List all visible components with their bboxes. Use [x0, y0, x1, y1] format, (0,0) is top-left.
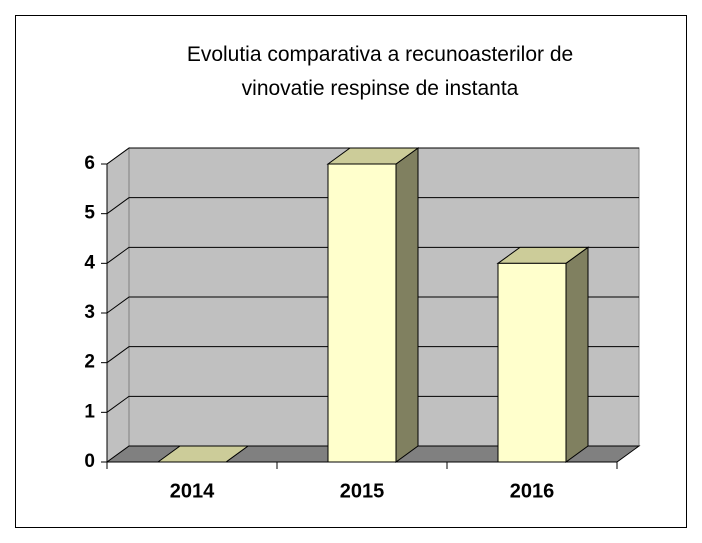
y-tick-label: 2 [84, 352, 95, 373]
y-tick-label: 6 [84, 153, 95, 174]
grid-line [106, 246, 639, 264]
grid-line [106, 296, 639, 314]
y-tick-label: 5 [84, 203, 95, 224]
bar [326, 147, 420, 463]
bar-front [327, 163, 397, 463]
y-tick-label: 1 [84, 401, 95, 422]
grid-line [106, 197, 639, 215]
grid-line [106, 395, 639, 413]
y-tick-label: 3 [84, 302, 95, 323]
x-tick-label: 2016 [510, 480, 555, 502]
y-tick-label: 0 [84, 451, 95, 472]
bar-top [156, 445, 250, 463]
bar [496, 246, 590, 463]
bar-side [565, 246, 589, 463]
x-tick-label: 2015 [340, 480, 385, 502]
bar [156, 445, 250, 463]
grid-line [106, 147, 639, 165]
bar-front [497, 262, 567, 463]
bar-side [395, 147, 419, 463]
x-tick-label: 2014 [170, 480, 215, 502]
y-tick-label: 4 [84, 252, 95, 273]
chart-title: Evolutia comparativa a recunoasterilor d… [186, 43, 574, 100]
grid-line [106, 346, 639, 364]
